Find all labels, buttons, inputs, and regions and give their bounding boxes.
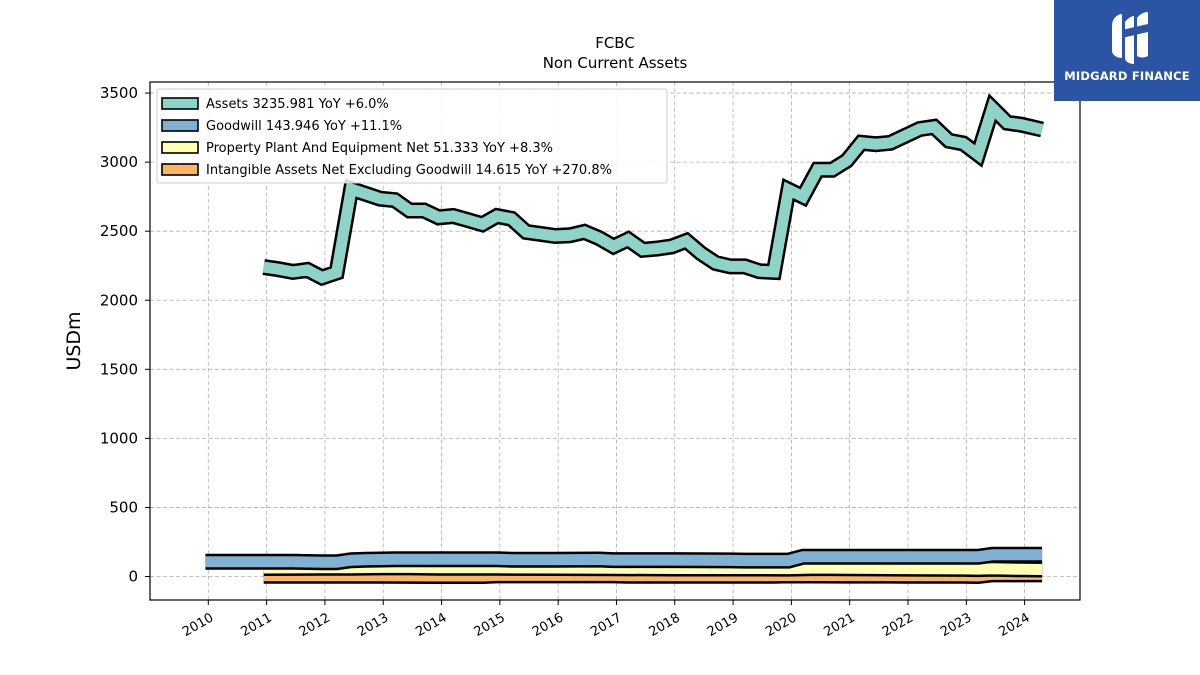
y-tick-label: 1500 bbox=[100, 360, 138, 378]
legend-entry: Goodwill 143.946 YoY +11.1% bbox=[206, 119, 402, 134]
legend-entry: Assets 3235.981 YoY +6.0% bbox=[206, 97, 389, 112]
logo-text: MIDGARD FINANCE bbox=[1064, 69, 1190, 83]
x-tick-label: 2018 bbox=[647, 610, 683, 640]
y-tick-label: 0 bbox=[128, 568, 138, 586]
x-tick-label: 2024 bbox=[996, 610, 1032, 640]
x-tick-label: 2011 bbox=[238, 610, 274, 640]
series-layer bbox=[205, 93, 1044, 585]
midgard-finance-logo: MIDGARD FINANCE bbox=[1054, 0, 1200, 101]
x-tick-label: 2017 bbox=[588, 610, 624, 640]
x-tick-label: 2022 bbox=[880, 610, 916, 640]
chart-title: FCBC bbox=[595, 34, 635, 52]
y-tick-label: 500 bbox=[109, 498, 138, 516]
x-tick-label: 2015 bbox=[472, 610, 508, 640]
y-tick-label: 3000 bbox=[100, 153, 138, 171]
x-tick-label: 2019 bbox=[705, 610, 741, 640]
series-line bbox=[262, 97, 1044, 284]
x-tick-label: 2012 bbox=[297, 610, 333, 640]
legend-swatch bbox=[161, 97, 199, 110]
x-tick-label: 2016 bbox=[530, 610, 566, 640]
y-tick-label: 3500 bbox=[100, 84, 138, 102]
legend-swatch bbox=[161, 119, 199, 132]
plot-frame bbox=[149, 81, 1081, 601]
legend-swatch bbox=[161, 141, 199, 154]
x-tick-label: 2021 bbox=[822, 610, 858, 640]
x-tick-label: 2013 bbox=[355, 610, 391, 640]
legend: Assets 3235.981 YoY +6.0% Goodwill 143.94… bbox=[156, 88, 668, 184]
series-line bbox=[205, 549, 1043, 568]
midgard-logo-icon bbox=[1054, 0, 1200, 101]
legend-entry: Intangible Assets Net Excluding Goodwill… bbox=[206, 163, 612, 178]
x-tick-label: 2023 bbox=[938, 610, 974, 640]
x-tick-label: 2014 bbox=[413, 610, 449, 640]
chart-subtitle: Non Current Assets bbox=[543, 54, 688, 72]
x-tick-label: 2020 bbox=[763, 610, 799, 640]
y-tick-label: 2000 bbox=[100, 291, 138, 309]
y-tick-label: 2500 bbox=[100, 222, 138, 240]
legend-entry: Property Plant And Equipment Net 51.333 … bbox=[206, 141, 553, 156]
legend-box bbox=[156, 88, 668, 184]
legend-swatch bbox=[161, 163, 199, 176]
y-axis-label: USDm bbox=[63, 311, 85, 370]
y-tick-label: 1000 bbox=[100, 429, 138, 447]
x-tick-label: 2010 bbox=[180, 610, 216, 640]
